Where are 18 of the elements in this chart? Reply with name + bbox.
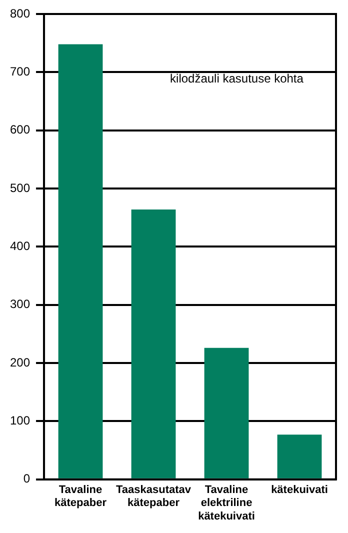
y-tick-label: 500	[10, 180, 30, 195]
y-tick-label: 600	[10, 122, 30, 137]
y-tick-label: 300	[10, 297, 30, 312]
bar	[204, 348, 249, 478]
x-tick-label: kätekuivati	[271, 484, 328, 496]
bar	[58, 44, 103, 478]
y-tick-label: 800	[10, 6, 30, 20]
y-tick-label: 200	[10, 355, 30, 370]
y-tick-label: 100	[10, 414, 30, 428]
x-tick-label: Taaskasutatav kätepaber	[116, 484, 192, 510]
y-tick-label: 0	[23, 472, 30, 486]
y-tick-label: 400	[10, 239, 30, 254]
x-tick-label: Tavaline elektriline kätekuivati	[198, 484, 255, 522]
bar	[277, 434, 322, 478]
x-tick-label: Tavaline kätepaber	[54, 484, 108, 510]
annotation: kilodžauli kasutuse kohta	[170, 71, 304, 86]
y-tick-label: 700	[10, 64, 30, 78]
bar	[131, 209, 176, 478]
